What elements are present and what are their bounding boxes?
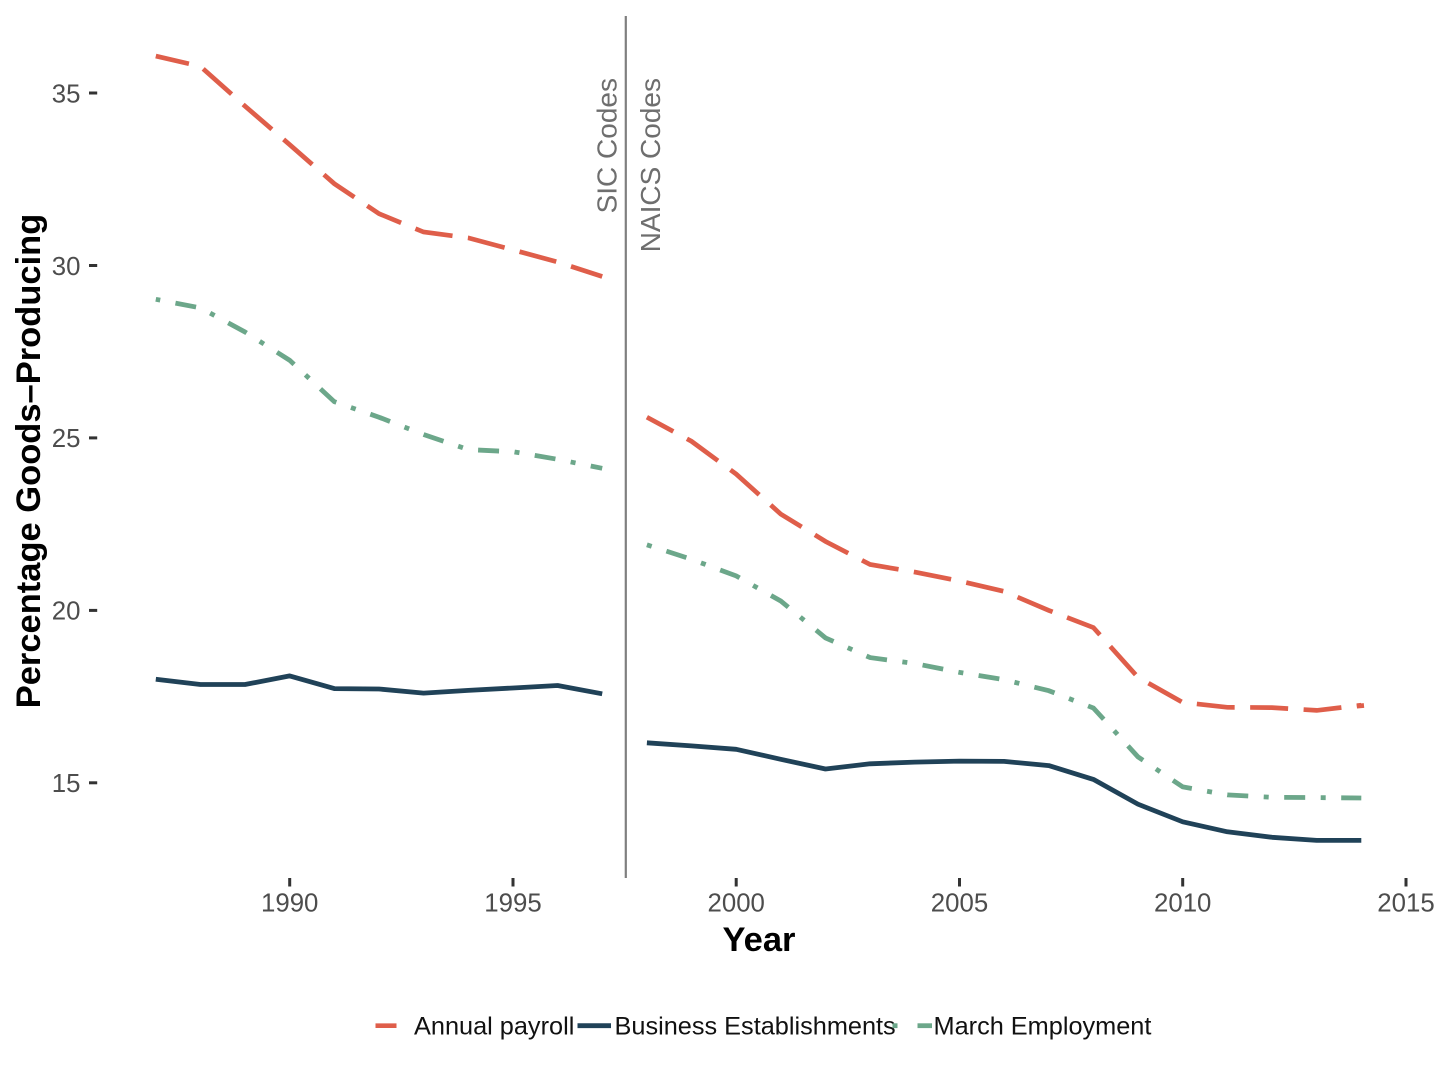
svg-text:1995: 1995: [484, 890, 541, 918]
svg-text:Business Establishments: Business Establishments: [615, 1012, 896, 1040]
svg-text:30: 30: [52, 253, 81, 281]
svg-text:2015: 2015: [1377, 890, 1434, 918]
svg-text:2000: 2000: [708, 890, 765, 918]
svg-text:NAICS Codes: NAICS Codes: [635, 78, 666, 252]
svg-text:Year: Year: [723, 921, 796, 959]
svg-text:March Employment: March Employment: [934, 1012, 1152, 1040]
svg-text:25: 25: [52, 425, 81, 453]
svg-text:Annual payroll: Annual payroll: [414, 1012, 574, 1040]
svg-text:1990: 1990: [261, 890, 318, 918]
svg-text:SIC Codes: SIC Codes: [592, 78, 623, 213]
svg-text:20: 20: [52, 598, 81, 626]
svg-text:Percentage Goods–Producing: Percentage Goods–Producing: [10, 214, 48, 709]
svg-text:2005: 2005: [931, 890, 988, 918]
svg-text:35: 35: [52, 80, 81, 108]
svg-text:2010: 2010: [1154, 890, 1211, 918]
svg-text:15: 15: [52, 770, 81, 798]
